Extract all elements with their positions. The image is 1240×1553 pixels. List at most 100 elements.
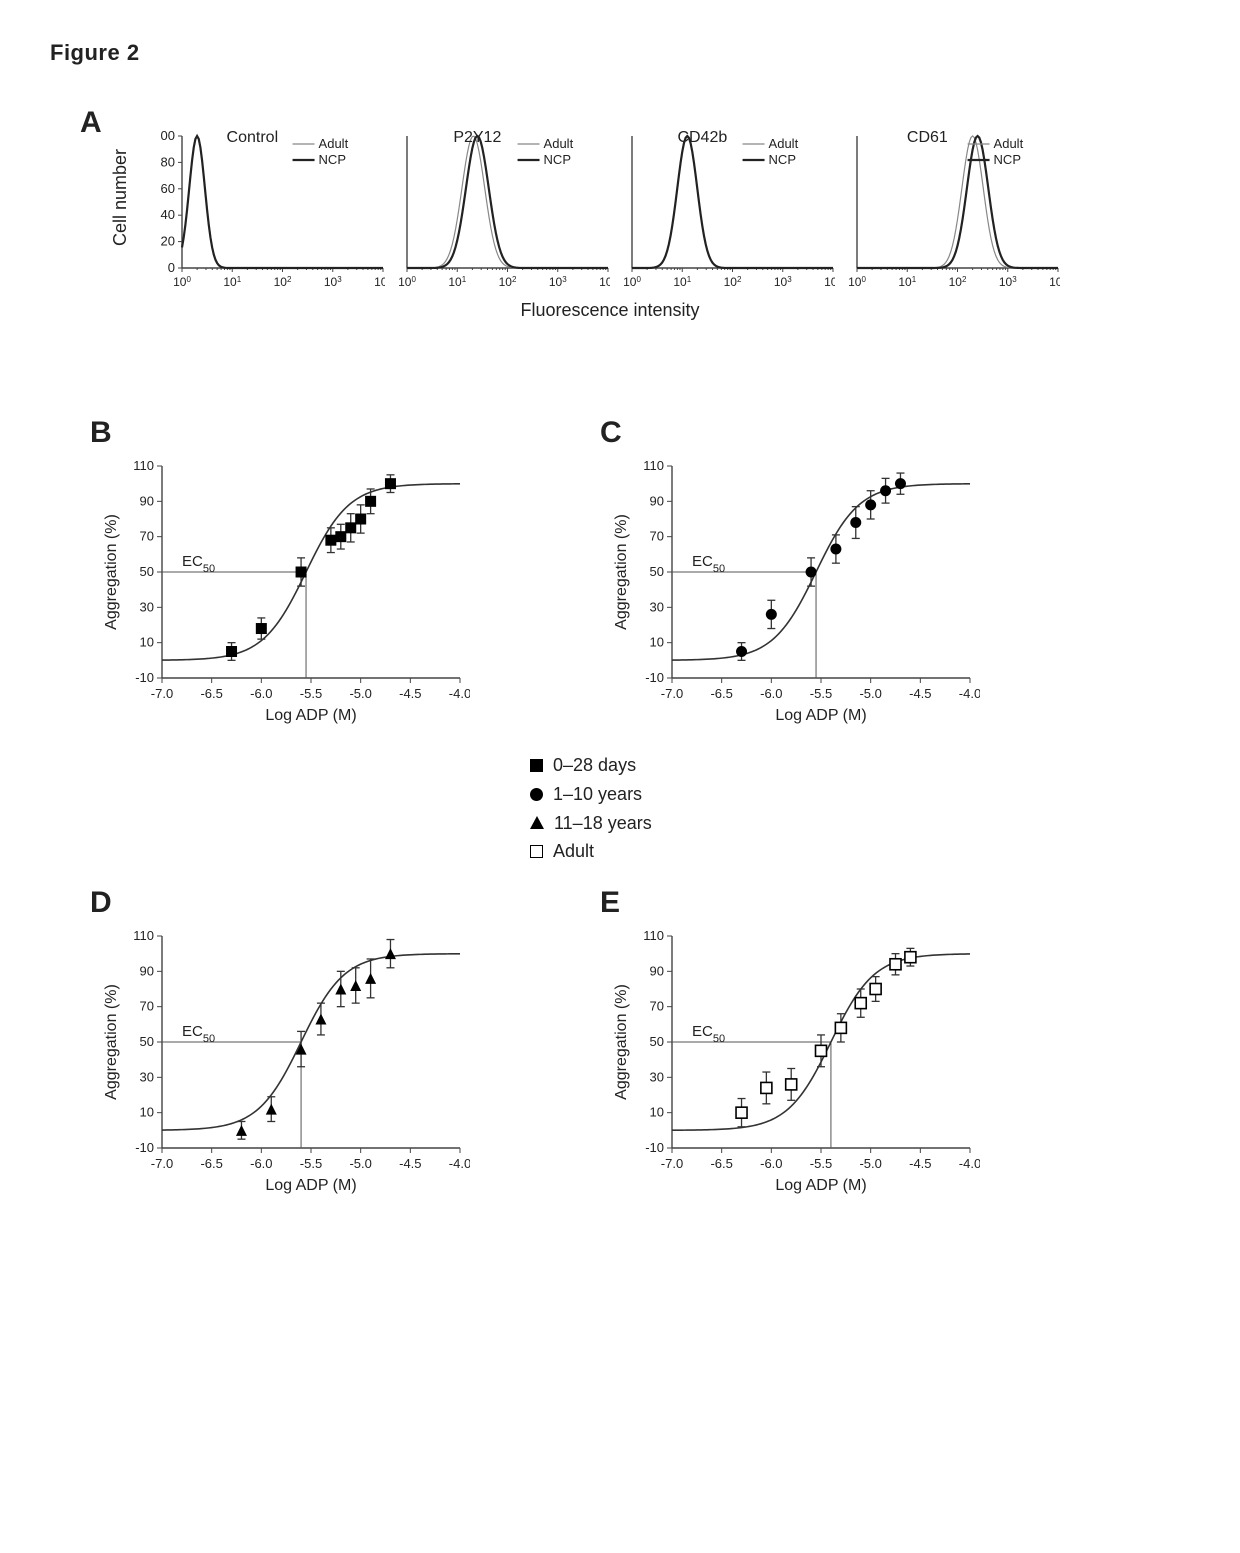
- histogram-control: 020406080100100101102103104ControlAdultN…: [160, 126, 385, 296]
- svg-text:Adult: Adult: [994, 136, 1024, 151]
- legend-label: 0–28 days: [553, 751, 636, 780]
- svg-text:30: 30: [140, 599, 154, 614]
- svg-text:90: 90: [140, 493, 154, 508]
- svg-text:-6.0: -6.0: [760, 1156, 782, 1171]
- svg-text:30: 30: [650, 599, 664, 614]
- svg-text:-4.0: -4.0: [959, 686, 980, 701]
- center-legend: 0–28 days1–10 years11–18 yearsAdult: [530, 751, 750, 866]
- svg-text:Aggregation (%): Aggregation (%): [103, 514, 120, 630]
- triangle-filled-icon: [530, 816, 544, 829]
- svg-text:101: 101: [673, 275, 691, 290]
- svg-text:70: 70: [140, 529, 154, 544]
- svg-text:-10: -10: [135, 1140, 154, 1155]
- dose-chart-D: -101030507090110-7.0-6.5-6.0-5.5-5.0-4.5…: [100, 926, 470, 1196]
- svg-text:-6.0: -6.0: [250, 1156, 272, 1171]
- svg-text:102: 102: [724, 275, 742, 290]
- svg-text:103: 103: [774, 275, 792, 290]
- svg-text:-7.0: -7.0: [151, 686, 173, 701]
- panel-c-label: C: [600, 416, 622, 450]
- svg-text:Log ADP (M): Log ADP (M): [265, 1177, 356, 1194]
- square-open-icon: [530, 845, 543, 858]
- svg-text:104: 104: [824, 275, 835, 290]
- svg-text:CD42b: CD42b: [677, 129, 727, 146]
- svg-text:103: 103: [324, 275, 342, 290]
- svg-text:-4.0: -4.0: [959, 1156, 980, 1171]
- square-filled-icon: [530, 759, 543, 772]
- svg-text:50: 50: [650, 1034, 664, 1049]
- svg-text:102: 102: [499, 275, 517, 290]
- svg-text:-6.5: -6.5: [710, 1156, 732, 1171]
- svg-text:-6.0: -6.0: [760, 686, 782, 701]
- svg-text:110: 110: [133, 928, 154, 943]
- svg-text:Control: Control: [227, 129, 279, 146]
- svg-text:Aggregation (%): Aggregation (%): [613, 984, 630, 1100]
- svg-text:100: 100: [398, 275, 416, 290]
- svg-text:110: 110: [643, 458, 664, 473]
- svg-text:-4.5: -4.5: [399, 1156, 421, 1171]
- svg-text:10: 10: [650, 635, 664, 650]
- svg-text:101: 101: [448, 275, 466, 290]
- svg-text:Adult: Adult: [319, 136, 349, 151]
- svg-text:10: 10: [140, 635, 154, 650]
- svg-text:50: 50: [650, 564, 664, 579]
- dose-grid: B -101030507090110-7.0-6.5-6.0-5.5-5.0-4…: [90, 426, 1190, 1201]
- svg-text:103: 103: [549, 275, 567, 290]
- svg-text:-5.0: -5.0: [349, 1156, 371, 1171]
- svg-text:104: 104: [599, 275, 610, 290]
- histogram-p2y12: 100101102103104P2Y12AdultNCP: [385, 126, 610, 296]
- svg-text:-7.0: -7.0: [661, 1156, 683, 1171]
- svg-text:CD61: CD61: [907, 129, 948, 146]
- svg-text:101: 101: [898, 275, 916, 290]
- svg-text:-4.5: -4.5: [399, 686, 421, 701]
- svg-text:-10: -10: [135, 670, 154, 685]
- svg-text:60: 60: [161, 181, 175, 196]
- svg-text:90: 90: [140, 964, 154, 979]
- circle-filled-icon: [530, 788, 543, 801]
- svg-text:-5.5: -5.5: [300, 686, 322, 701]
- panel-a-label: A: [80, 106, 102, 140]
- svg-text:-5.0: -5.0: [859, 686, 881, 701]
- svg-text:-4.5: -4.5: [909, 1156, 931, 1171]
- legend-row: Adult: [530, 837, 750, 866]
- svg-text:NCP: NCP: [994, 152, 1021, 167]
- svg-text:Aggregation (%): Aggregation (%): [103, 984, 120, 1100]
- histogram-cd61: 100101102103104CD61AdultNCP: [835, 126, 1060, 296]
- svg-text:100: 100: [848, 275, 866, 290]
- dose-chart-C: -101030507090110-7.0-6.5-6.0-5.5-5.0-4.5…: [610, 456, 980, 726]
- svg-text:-4.0: -4.0: [449, 686, 470, 701]
- svg-text:103: 103: [999, 275, 1017, 290]
- panel-d: D -101030507090110-7.0-6.5-6.0-5.5-5.0-4…: [90, 896, 480, 1201]
- svg-text:-7.0: -7.0: [661, 686, 683, 701]
- svg-text:-5.0: -5.0: [349, 686, 371, 701]
- svg-text:10: 10: [650, 1105, 664, 1120]
- svg-text:102: 102: [274, 275, 292, 290]
- svg-text:NCP: NCP: [544, 152, 571, 167]
- svg-text:70: 70: [140, 999, 154, 1014]
- svg-text:P2Y12: P2Y12: [453, 129, 501, 146]
- histogram-cd42b: 100 101 102 103 104 CD42b AdultNCP: [610, 126, 835, 296]
- svg-text:100: 100: [623, 275, 641, 290]
- svg-text:100: 100: [160, 128, 175, 143]
- svg-text:70: 70: [650, 999, 664, 1014]
- panel-a-row: A Cell number 02040608010010010110210310…: [90, 126, 1190, 386]
- svg-text:101: 101: [223, 275, 241, 290]
- panel-a-ylabel: Cell number: [110, 149, 131, 246]
- legend-row: 11–18 years: [530, 809, 750, 838]
- svg-text:-5.0: -5.0: [859, 1156, 881, 1171]
- svg-text:-10: -10: [645, 1140, 664, 1155]
- svg-text:NCP: NCP: [769, 152, 796, 167]
- svg-text:-5.5: -5.5: [810, 686, 832, 701]
- panel-e-label: E: [600, 886, 620, 920]
- legend-label: Adult: [553, 837, 594, 866]
- svg-text:Adult: Adult: [769, 136, 799, 151]
- svg-text:50: 50: [140, 1034, 154, 1049]
- panel-c: C -101030507090110-7.0-6.5-6.0-5.5-5.0-4…: [600, 426, 990, 731]
- svg-text:-4.5: -4.5: [909, 686, 931, 701]
- svg-text:100: 100: [173, 275, 191, 290]
- panel-d-label: D: [90, 886, 112, 920]
- panel-a-histograms: 020406080100100101102103104ControlAdultN…: [160, 126, 1190, 296]
- svg-text:Log ADP (M): Log ADP (M): [265, 707, 356, 724]
- legend-label: 11–18 years: [554, 809, 652, 838]
- svg-text:Aggregation (%): Aggregation (%): [613, 514, 630, 630]
- svg-text:104: 104: [1049, 275, 1060, 290]
